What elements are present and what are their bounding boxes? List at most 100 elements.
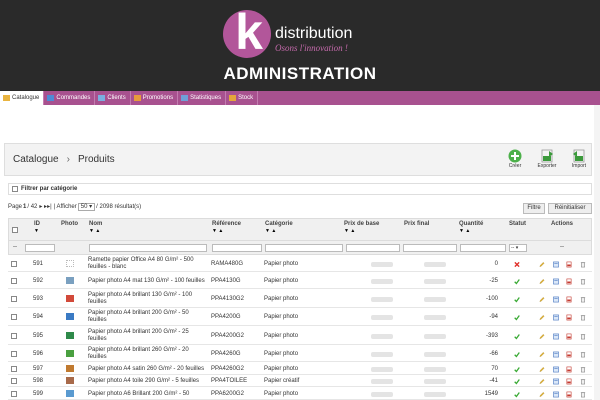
product-name[interactable]: Papier photo A4 brillant 200 G/m² - 50 bbox=[88, 310, 189, 316]
import-button[interactable]: Import bbox=[567, 149, 591, 173]
nav-item-promotions[interactable]: Promotions bbox=[131, 91, 179, 105]
duplicate-icon[interactable] bbox=[553, 351, 559, 358]
enabled-check-icon[interactable] bbox=[514, 366, 520, 373]
col-base-price[interactable]: Prix de base ▼ ▲ bbox=[344, 221, 380, 234]
col-reference[interactable]: Référence ▼ ▲ bbox=[212, 221, 242, 234]
product-name[interactable]: Papier photo A6 Brillant 200 G/m² - 50 bbox=[88, 391, 190, 397]
reference-filter-input[interactable] bbox=[212, 244, 262, 252]
duplicate-icon[interactable] bbox=[553, 333, 559, 340]
select-all-checkbox[interactable] bbox=[12, 227, 18, 233]
reset-button[interactable]: Réinitialiser bbox=[548, 203, 592, 214]
table-row[interactable]: 592 Papier photo A4 mat 130 G/m² - 100 fe… bbox=[8, 272, 592, 289]
final-price-filter-input[interactable] bbox=[403, 244, 457, 252]
product-name[interactable]: Papier photo A4 brillant 260 G/m² - 20 bbox=[88, 347, 189, 353]
delete-icon[interactable] bbox=[580, 378, 586, 385]
category-filter-input[interactable] bbox=[265, 244, 343, 252]
edit-icon[interactable] bbox=[539, 278, 545, 285]
table-row[interactable]: 593 Papier photo A4 brillant 130 G/m² - 1… bbox=[8, 289, 592, 308]
breadcrumb-catalogue[interactable]: Catalogue bbox=[13, 154, 59, 165]
row-checkbox[interactable] bbox=[11, 278, 17, 284]
nav-item-statistiques[interactable]: Statistiques bbox=[178, 91, 227, 105]
enabled-check-icon[interactable] bbox=[514, 391, 520, 398]
pdf-icon[interactable] bbox=[566, 314, 572, 321]
product-name-line2[interactable]: feuilles bbox=[88, 354, 107, 360]
pdf-icon[interactable] bbox=[566, 296, 572, 303]
row-checkbox[interactable] bbox=[11, 378, 17, 384]
table-row[interactable]: 595 Papier photo A4 brillant 200 G/m² - 2… bbox=[8, 326, 592, 345]
col-id[interactable]: ID ▼ bbox=[34, 221, 40, 234]
delete-icon[interactable] bbox=[580, 278, 586, 285]
product-name[interactable]: Papier photo A4 satin 260 G/m² - 20 feui… bbox=[88, 366, 205, 372]
duplicate-icon[interactable] bbox=[553, 314, 559, 321]
pdf-icon[interactable] bbox=[566, 333, 572, 340]
delete-icon[interactable] bbox=[580, 366, 586, 373]
row-checkbox[interactable] bbox=[11, 296, 17, 302]
product-thumbnail[interactable] bbox=[66, 313, 74, 320]
filter-by-category[interactable]: Filtrer par catégorie bbox=[8, 183, 592, 195]
export-button[interactable]: Exporter bbox=[535, 149, 559, 173]
duplicate-icon[interactable] bbox=[553, 366, 559, 373]
edit-icon[interactable] bbox=[539, 351, 545, 358]
pdf-icon[interactable] bbox=[566, 278, 572, 285]
product-name-line2[interactable]: feuilles - blanc bbox=[88, 264, 127, 270]
col-quantity[interactable]: Quantité ▼ ▲ bbox=[459, 221, 484, 234]
col-name[interactable]: Nom ▼ ▲ bbox=[89, 221, 103, 234]
edit-icon[interactable] bbox=[539, 333, 545, 340]
product-name[interactable]: Papier photo A4 brillant 200 G/m² - 25 bbox=[88, 329, 189, 335]
base-price-filter-input[interactable] bbox=[346, 244, 400, 252]
per-page-select[interactable]: 50 ▾ bbox=[77, 203, 96, 211]
row-checkbox[interactable] bbox=[11, 261, 17, 267]
enabled-check-icon[interactable] bbox=[514, 278, 520, 285]
product-thumbnail[interactable] bbox=[66, 390, 74, 397]
table-row[interactable]: 598 Papier photo A4 toile 290 G/m² - 5 fe… bbox=[8, 375, 592, 387]
product-name[interactable]: Ramette papier Office A4 80 G/m² - 500 bbox=[88, 257, 194, 263]
product-thumbnail[interactable] bbox=[66, 260, 74, 267]
product-thumbnail[interactable] bbox=[66, 277, 74, 284]
table-row[interactable]: 599 Papier photo A6 Brillant 200 G/m² - 5… bbox=[8, 387, 592, 400]
edit-icon[interactable] bbox=[539, 314, 545, 321]
table-row[interactable]: 596 Papier photo A4 brillant 260 G/m² - 2… bbox=[8, 345, 592, 362]
pdf-icon[interactable] bbox=[566, 261, 572, 268]
filter-button[interactable]: Filtre bbox=[523, 203, 545, 214]
status-filter-select[interactable]: -- ▾ bbox=[509, 244, 527, 252]
delete-icon[interactable] bbox=[580, 391, 586, 398]
enabled-check-icon[interactable] bbox=[514, 296, 520, 303]
row-checkbox[interactable] bbox=[11, 333, 17, 339]
nav-item-clients[interactable]: Clients bbox=[95, 91, 131, 105]
edit-icon[interactable] bbox=[539, 378, 545, 385]
duplicate-icon[interactable] bbox=[553, 278, 559, 285]
disabled-cross-icon[interactable] bbox=[514, 261, 520, 268]
duplicate-icon[interactable] bbox=[553, 296, 559, 303]
row-checkbox[interactable] bbox=[11, 314, 17, 320]
delete-icon[interactable] bbox=[580, 261, 586, 268]
enabled-check-icon[interactable] bbox=[514, 314, 520, 321]
enabled-check-icon[interactable] bbox=[514, 333, 520, 340]
delete-icon[interactable] bbox=[580, 351, 586, 358]
delete-icon[interactable] bbox=[580, 296, 586, 303]
pdf-icon[interactable] bbox=[566, 391, 572, 398]
edit-icon[interactable] bbox=[539, 296, 545, 303]
page-scrollbar[interactable] bbox=[594, 105, 600, 400]
pdf-icon[interactable] bbox=[566, 351, 572, 358]
edit-icon[interactable] bbox=[539, 391, 545, 398]
enabled-check-icon[interactable] bbox=[514, 378, 520, 385]
row-checkbox[interactable] bbox=[11, 391, 17, 397]
product-name-line2[interactable]: feuilles bbox=[88, 336, 107, 342]
table-row[interactable]: 591 Ramette papier Office A4 80 G/m² - 50… bbox=[8, 255, 592, 272]
pdf-icon[interactable] bbox=[566, 366, 572, 373]
product-thumbnail[interactable] bbox=[66, 295, 74, 302]
product-thumbnail[interactable] bbox=[66, 365, 74, 372]
id-filter-input[interactable] bbox=[25, 244, 55, 252]
name-filter-input[interactable] bbox=[89, 244, 207, 252]
table-row[interactable]: 594 Papier photo A4 brillant 200 G/m² - 5… bbox=[8, 308, 592, 326]
delete-icon[interactable] bbox=[580, 333, 586, 340]
product-thumbnail[interactable] bbox=[66, 350, 74, 357]
delete-icon[interactable] bbox=[580, 314, 586, 321]
product-name[interactable]: Papier photo A4 mat 130 G/m² - 100 feuil… bbox=[88, 278, 205, 284]
nav-item-stock[interactable]: Stock bbox=[226, 91, 259, 105]
product-name[interactable]: Papier photo A4 brillant 130 G/m² - 100 bbox=[88, 292, 193, 298]
duplicate-icon[interactable] bbox=[553, 391, 559, 398]
quantity-filter-input[interactable] bbox=[460, 244, 506, 252]
product-name-line2[interactable]: feuilles bbox=[88, 299, 107, 305]
nav-item-commandes[interactable]: Commandes bbox=[44, 91, 96, 105]
